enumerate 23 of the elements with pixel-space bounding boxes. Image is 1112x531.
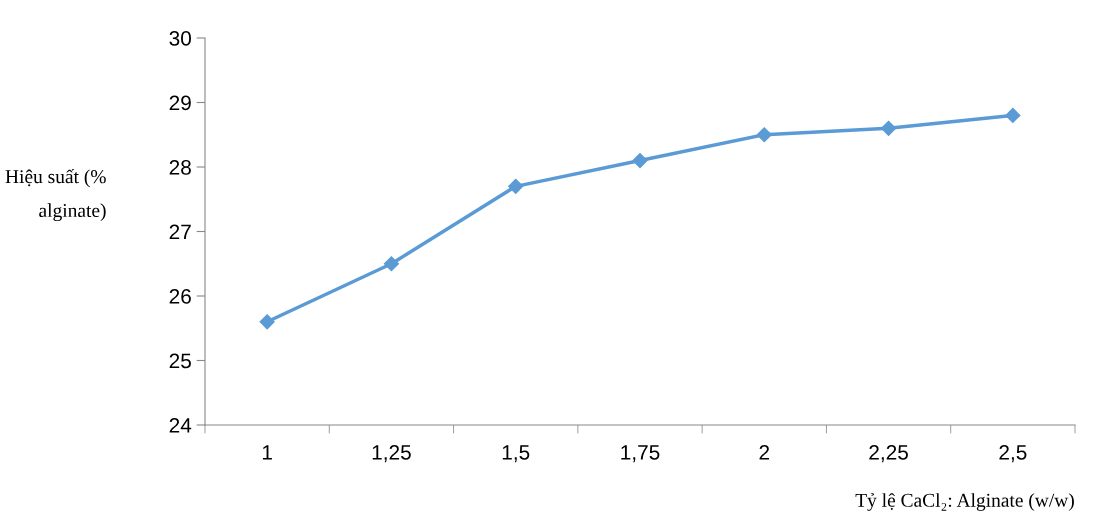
y-tick-label: 27: [169, 224, 191, 240]
point: [1005, 107, 1021, 123]
y-tick-label: 25: [169, 353, 191, 369]
x-tick-label: 1,25: [372, 444, 411, 463]
x-tick-label: 1: [262, 445, 272, 460]
y-tick-label: 29: [169, 95, 191, 111]
point: [259, 314, 275, 330]
point: [881, 120, 897, 136]
point: [383, 256, 399, 272]
x-tick-label: 1,75: [621, 445, 660, 463]
y-tick-label: 26: [169, 289, 191, 304]
x-tick-label: 2,25: [869, 444, 908, 463]
y-tick-label: 24: [169, 418, 192, 433]
y-tick-label: 30: [169, 31, 191, 46]
x-tick-label: 2: [759, 444, 770, 460]
y-axis-title: Hiệu suất (% alginate): [5, 168, 106, 222]
y-tick-label: 28: [169, 160, 191, 175]
point: [632, 152, 648, 169]
point: [756, 127, 772, 143]
x-tick-label: 1,5: [502, 445, 530, 463]
x-axis-title: Tỷ lệ CaCl₂: Alginate (w/w): [855, 493, 1074, 511]
x-tick-label: 2,5: [999, 444, 1027, 463]
point: [508, 178, 524, 194]
